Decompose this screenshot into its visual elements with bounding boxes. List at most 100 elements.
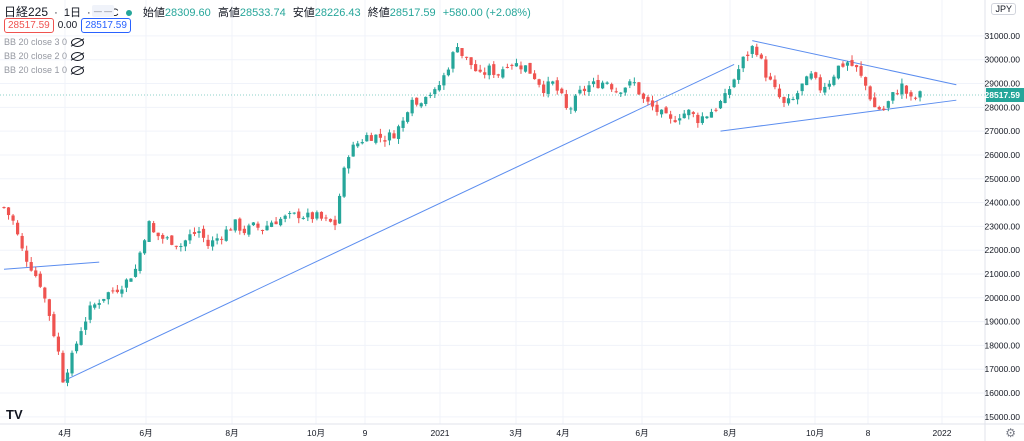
legend-separator: · bbox=[87, 7, 91, 19]
candle-body bbox=[900, 83, 904, 95]
eye-off-icon[interactable] bbox=[71, 51, 85, 61]
candle-body bbox=[16, 222, 20, 235]
sell-price[interactable]: 28517.59 bbox=[4, 18, 54, 33]
x-tick-label: 3月 bbox=[509, 428, 522, 438]
buy-price[interactable]: 28517.59 bbox=[81, 18, 131, 33]
candle-body bbox=[201, 228, 206, 238]
candle-body bbox=[152, 223, 156, 233]
x-tick-label: 2022 bbox=[933, 428, 952, 438]
candle-body bbox=[383, 140, 387, 142]
candle-body bbox=[56, 336, 61, 352]
indicator-label: BB 20 close 1 0 bbox=[4, 65, 68, 75]
candle-body bbox=[623, 87, 627, 93]
y-tick-label: 27000.00 bbox=[985, 126, 1021, 136]
low-label: 安値 bbox=[292, 7, 315, 19]
candle-body bbox=[786, 98, 791, 104]
candle-body bbox=[93, 304, 97, 308]
candle-body bbox=[474, 64, 478, 72]
high-label: 高値 bbox=[217, 7, 240, 19]
candle-body bbox=[188, 234, 192, 241]
legend-separator: · bbox=[54, 7, 58, 19]
candle-body bbox=[288, 212, 292, 214]
candle-body bbox=[523, 65, 528, 72]
indicator-row[interactable]: BB 20 close 2 0 bbox=[4, 51, 85, 61]
candle-body bbox=[29, 262, 33, 271]
candle-body bbox=[891, 92, 895, 101]
eye-off-icon[interactable] bbox=[71, 37, 85, 47]
candle-body bbox=[165, 237, 169, 239]
candle-body bbox=[709, 111, 714, 118]
tradingview-logo[interactable]: TV bbox=[6, 407, 23, 422]
candle-body bbox=[483, 72, 487, 75]
candle-body bbox=[700, 116, 704, 123]
collapse-label: — — bbox=[93, 6, 113, 16]
candle-body bbox=[84, 321, 88, 330]
y-tick-label: 31000.00 bbox=[985, 31, 1021, 41]
candle-body bbox=[918, 91, 922, 98]
candle-body bbox=[279, 218, 283, 226]
x-tick-label: 6月 bbox=[139, 428, 152, 438]
candle-body bbox=[365, 135, 369, 142]
candle-body bbox=[904, 85, 909, 94]
candle-body bbox=[106, 292, 110, 300]
collapse-legend-button[interactable]: — — bbox=[92, 5, 114, 17]
eye-off-icon[interactable] bbox=[71, 65, 85, 75]
x-tick-label: 6月 bbox=[635, 428, 648, 438]
y-tick-label: 17000.00 bbox=[985, 364, 1021, 374]
y-tick-label: 25000.00 bbox=[985, 174, 1021, 184]
candle-body bbox=[487, 65, 491, 76]
candle-body bbox=[764, 59, 768, 78]
candle-body bbox=[147, 221, 151, 242]
candle-body bbox=[777, 88, 782, 98]
candle-body bbox=[641, 93, 646, 99]
candle-body bbox=[378, 133, 382, 138]
candle-body bbox=[818, 77, 822, 91]
candle-body bbox=[727, 89, 732, 95]
candle-body bbox=[351, 144, 355, 157]
candle-body bbox=[319, 211, 324, 219]
candle-body bbox=[451, 52, 455, 69]
candle-body bbox=[605, 82, 609, 84]
candle-body bbox=[814, 72, 818, 78]
candle-body bbox=[38, 273, 42, 287]
candle-body bbox=[52, 314, 56, 337]
y-tick-label: 15000.00 bbox=[985, 412, 1021, 422]
candle-body bbox=[183, 240, 187, 247]
candle-body bbox=[746, 54, 750, 57]
x-tick-label: 10月 bbox=[307, 428, 325, 438]
price-axis: 15000.00 16000.00 17000.00 18000.00 19000.00… bbox=[985, 31, 1024, 422]
candle-body bbox=[532, 73, 537, 80]
trendline-early-line bbox=[3, 261, 100, 270]
candle-body bbox=[419, 103, 423, 107]
candle-body bbox=[913, 97, 918, 99]
time-axis: 4月 6月 8月 10月 9 2021 3月 4月 6月 8月 10月 8 2022 bbox=[58, 428, 951, 438]
y-tick-label: 28000.00 bbox=[985, 102, 1021, 112]
symbol-name[interactable]: 日経225 bbox=[4, 5, 49, 19]
x-tick-label: 10月 bbox=[806, 428, 824, 438]
candle-body bbox=[328, 218, 333, 222]
candle-body bbox=[387, 132, 392, 141]
candle-body bbox=[759, 54, 763, 59]
indicator-row[interactable]: BB 20 close 1 0 bbox=[4, 65, 85, 75]
spread: 0.00 bbox=[57, 20, 78, 31]
candle-body bbox=[260, 229, 265, 231]
candle-body bbox=[678, 118, 682, 121]
x-tick-label: 8月 bbox=[723, 428, 736, 438]
candle-body bbox=[705, 116, 709, 119]
currency-selector[interactable]: JPY bbox=[991, 3, 1016, 15]
candle-body bbox=[211, 240, 215, 247]
y-tick-label: 18000.00 bbox=[985, 340, 1021, 350]
candle-body bbox=[256, 223, 260, 228]
last-price-label: 28517.59 bbox=[985, 90, 1021, 100]
candle-body bbox=[696, 114, 700, 124]
candle-body bbox=[396, 126, 401, 139]
candle-body bbox=[274, 221, 278, 225]
interval[interactable]: 1日 bbox=[63, 7, 81, 19]
gear-icon[interactable]: ⚙ bbox=[1005, 426, 1016, 440]
candle-body bbox=[664, 107, 668, 114]
indicator-row[interactable]: BB 20 close 3 0 bbox=[4, 37, 85, 47]
candle-body bbox=[115, 289, 119, 293]
y-tick-label: 21000.00 bbox=[985, 269, 1021, 279]
